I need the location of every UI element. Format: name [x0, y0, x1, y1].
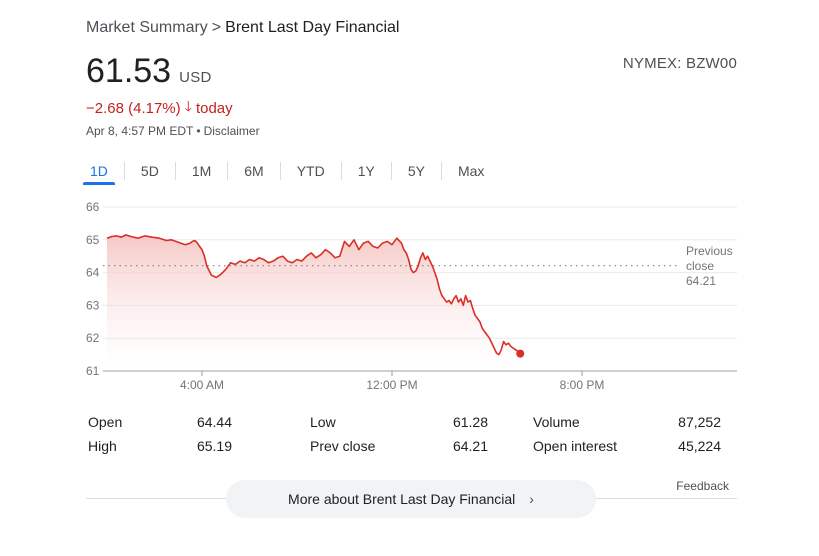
stat-label: Open — [88, 414, 123, 430]
quote-timestamp: Apr 8, 4:57 PM EDT — [86, 124, 194, 138]
change-value: −2.68 (4.17%) — [86, 99, 181, 117]
last-price-dot — [516, 349, 525, 358]
stat-value: 64.44 — [196, 414, 232, 430]
y-tick-label: 64 — [86, 266, 100, 280]
range-tab-1m[interactable]: 1M — [191, 163, 212, 179]
more-about-button[interactable]: More about Brent Last Day Financial › — [226, 480, 596, 518]
range-separator — [440, 162, 442, 180]
range-separator — [340, 162, 342, 180]
stat-value: 65.19 — [196, 438, 232, 454]
breadcrumb: Market Summary > Brent Last Day Financial — [86, 19, 399, 37]
arrow-down-icon: 🡓 — [184, 98, 192, 114]
breadcrumb-root-link[interactable]: Market Summary — [86, 19, 208, 36]
range-tab-1y[interactable]: 1Y — [357, 163, 375, 179]
breadcrumb-current: Brent Last Day Financial — [225, 19, 400, 36]
previous-close-label: Previous — [686, 244, 733, 258]
breadcrumb-separator: > — [211, 19, 222, 36]
range-separator — [227, 162, 229, 180]
range-separator — [279, 162, 281, 180]
x-tick-label: 4:00 AM — [180, 378, 224, 392]
stat-label: Open interest — [533, 438, 618, 454]
stat-value: 87,252 — [678, 414, 721, 430]
y-tick-label: 66 — [86, 200, 100, 214]
chevron-right-icon: › — [529, 491, 534, 507]
change-period: today — [195, 99, 233, 117]
price-change: −2.68 (4.17%) 🡓 today — [86, 96, 233, 120]
feedback-link[interactable]: Feedback — [676, 479, 729, 493]
quote-meta: Apr 8, 4:57 PM EDT • Disclaimer — [86, 124, 260, 138]
range-separator — [123, 162, 125, 180]
range-tab-5y[interactable]: 5Y — [407, 163, 425, 179]
y-tick-label: 61 — [86, 364, 100, 378]
disclaimer-link[interactable]: Disclaimer — [203, 124, 260, 138]
range-tab-5d[interactable]: 5D — [140, 163, 159, 179]
range-tab-6m[interactable]: 6M — [244, 163, 264, 179]
price-line — [106, 234, 521, 356]
y-tick-label: 65 — [86, 233, 100, 247]
current-price: 61.53 — [86, 52, 172, 90]
previous-close-label: 64.21 — [686, 274, 716, 288]
range-tab-1d[interactable]: 1D — [83, 163, 115, 185]
stat-label: Prev close — [310, 438, 376, 454]
range-tab-ytd[interactable]: YTD — [296, 163, 325, 179]
stat-label: High — [88, 438, 117, 454]
stat-value: 61.28 — [452, 414, 488, 430]
stat-label: Volume — [533, 414, 580, 430]
stat-label: Low — [310, 414, 336, 430]
stat-value: 64.21 — [452, 438, 488, 454]
more-about-label: More about Brent Last Day Financial — [288, 491, 516, 507]
range-separator — [390, 162, 392, 180]
previous-close-label: close — [686, 259, 714, 273]
stat-value: 45,224 — [678, 438, 721, 454]
x-tick-label: 12:00 PM — [366, 378, 417, 392]
currency-label: USD — [179, 69, 212, 86]
exchange-ticker: NYMEX: BZW00 — [622, 55, 737, 72]
price-row: 61.53 USD — [86, 52, 212, 91]
range-tab-max[interactable]: Max — [457, 163, 485, 179]
price-chart[interactable]: 61 62 63 64 65 66 4:00 AM 12:00 PM 8:00 PM Previo… — [0, 195, 819, 395]
meta-dot: • — [196, 124, 201, 138]
range-selector: 1D 5D 1M 6M YTD 1Y 5Y Max — [83, 160, 488, 185]
x-tick-label: 8:00 PM — [560, 378, 605, 392]
y-tick-label: 63 — [86, 298, 100, 312]
y-tick-label: 62 — [86, 331, 100, 345]
range-separator — [174, 162, 176, 180]
